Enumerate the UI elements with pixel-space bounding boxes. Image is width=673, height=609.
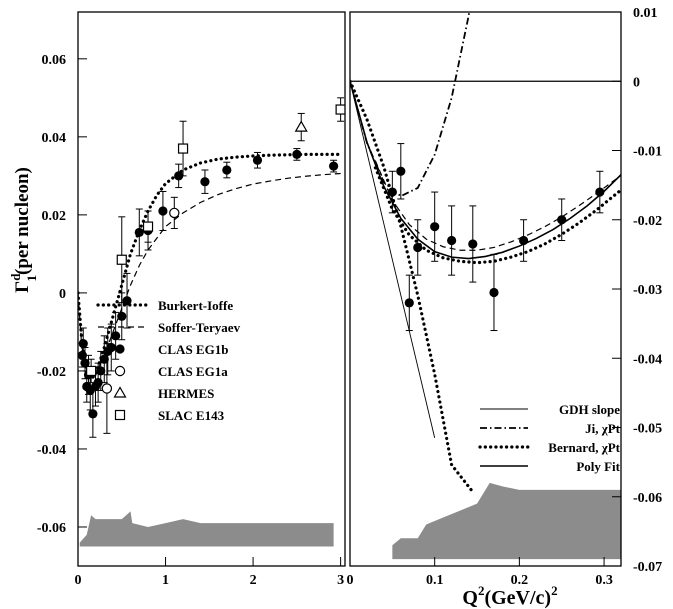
left-y-tick-label-3: 0 bbox=[59, 287, 66, 302]
left-point-2-19 bbox=[174, 171, 184, 181]
left-curve-1 bbox=[78, 172, 341, 380]
right-plot-area bbox=[350, 12, 621, 560]
right-curve-0 bbox=[350, 81, 436, 438]
left-point-5-0 bbox=[86, 365, 97, 377]
left-point-5-1 bbox=[116, 254, 127, 265]
right-y-tick-label-2: -0.01 bbox=[633, 145, 662, 160]
right-x-tick-label-2: 0.2 bbox=[511, 573, 529, 588]
left-point-2-23 bbox=[292, 149, 302, 160]
right-y-tick-label-4: -0.03 bbox=[633, 283, 662, 298]
right-point-6-3 bbox=[413, 242, 423, 253]
left-point-2-14 bbox=[117, 311, 127, 321]
right-panel: 0.01 0 -0.01 -0.02 -0.03 -0.04 -0.05 -0.06 -0.07… bbox=[347, 6, 663, 588]
right-y-tick-label-3: -0.02 bbox=[633, 214, 662, 229]
left-y-tick-label-5: -0.04 bbox=[37, 443, 66, 458]
right-point-6-7 bbox=[489, 287, 499, 298]
right-frame bbox=[349, 11, 622, 567]
left-legend-marker-4 bbox=[113, 386, 127, 398]
right-legend-label-2: Bernard, χPt bbox=[548, 440, 620, 455]
left-x-tick-label-0: 0 bbox=[75, 573, 82, 588]
right-curve-3 bbox=[350, 81, 621, 260]
left-legend-label-3: CLAS EG1a bbox=[158, 364, 228, 379]
left-legend-label-1: Soffer-Teryaev bbox=[158, 320, 241, 335]
left-point-2-24 bbox=[329, 161, 339, 171]
left-point-2-18 bbox=[158, 206, 168, 216]
right-curve-1 bbox=[350, 12, 471, 198]
right-legend-label-1: Ji, χPt bbox=[585, 421, 621, 436]
left-point-3-1 bbox=[169, 207, 180, 219]
left-legend-label-0: Burkert-Ioffe bbox=[158, 298, 233, 313]
left-systematic-band bbox=[79, 511, 334, 547]
left-legend-marker-2 bbox=[115, 344, 125, 354]
left-legend-label-5: SLAC E143 bbox=[158, 408, 225, 423]
right-x-tick-label-0: 0 bbox=[347, 573, 354, 588]
left-y-tick-label-1: 0.04 bbox=[42, 131, 67, 146]
right-y-tick-label-8: -0.07 bbox=[633, 560, 662, 575]
left-plot-area bbox=[78, 97, 345, 547]
left-y-tick-label-6: -0.06 bbox=[37, 521, 66, 536]
left-y-tick-label-0: 0.06 bbox=[42, 53, 67, 68]
left-point-2-21 bbox=[222, 165, 232, 175]
right-point-6-4 bbox=[430, 222, 440, 232]
left-point-2-1 bbox=[78, 339, 88, 349]
left-legend-label-4: HERMES bbox=[158, 386, 214, 401]
right-curve-5 bbox=[373, 166, 621, 265]
left-panel: 0.06 0.04 0.02 0 -0.02 -0.04 -0.06 0 1 2 3 Burkert-… bbox=[37, 11, 346, 588]
right-y-tick-label-7: -0.06 bbox=[633, 491, 662, 506]
right-y-tick-label-1: 0 bbox=[633, 75, 640, 90]
left-point-4-0 bbox=[294, 120, 308, 132]
right-point-6-1 bbox=[396, 166, 406, 176]
right-point-6-5 bbox=[447, 235, 457, 246]
left-point-5-3 bbox=[177, 143, 189, 154]
left-frame bbox=[77, 11, 346, 567]
right-point-6-6 bbox=[468, 239, 478, 249]
left-point-2-20 bbox=[200, 177, 210, 187]
left-x-tick-label-2: 2 bbox=[250, 573, 257, 588]
left-point-2-12 bbox=[106, 342, 116, 353]
right-x-tick-label-3: 0.3 bbox=[595, 573, 613, 588]
left-legend-marker-5 bbox=[114, 409, 126, 421]
left-y-tick-label-2: 0.02 bbox=[42, 209, 67, 224]
right-point-6-8 bbox=[519, 235, 529, 246]
left-x-tick-label-3: 3 bbox=[337, 573, 344, 588]
left-legend-marker-3 bbox=[114, 365, 126, 377]
right-legend-label-3: Poly Fit bbox=[576, 459, 620, 474]
right-point-6-9 bbox=[557, 215, 567, 225]
right-y-tick-label-0: 0.01 bbox=[633, 6, 658, 21]
left-point-2-22 bbox=[252, 155, 263, 165]
left-point-3-0 bbox=[101, 383, 113, 394]
right-curve-2 bbox=[350, 79, 475, 494]
right-point-6-2 bbox=[404, 298, 414, 308]
right-y-tick-label-5: -0.04 bbox=[633, 352, 662, 367]
left-point-2-9 bbox=[96, 366, 106, 376]
right-x-axis-label: Q2(GeV/c)2 bbox=[462, 583, 557, 609]
right-point-6-0 bbox=[387, 187, 397, 197]
left-y-axis-label: Γd1(per nucleon) bbox=[8, 167, 39, 293]
left-point-2-6 bbox=[88, 409, 98, 419]
left-y-tick-label-4: -0.02 bbox=[37, 365, 66, 380]
left-legend-label-2: CLAS EG1b bbox=[158, 342, 228, 357]
right-point-6-10 bbox=[595, 187, 605, 197]
right-x-tick-label-1: 0.1 bbox=[426, 573, 444, 588]
right-legend-label-0: GDH slope bbox=[559, 402, 620, 417]
right-systematic-band bbox=[392, 482, 621, 560]
right-y-tick-label-6: -0.05 bbox=[633, 422, 662, 437]
left-point-5-2 bbox=[142, 221, 154, 232]
left-point-2-2 bbox=[80, 358, 90, 368]
left-x-tick-label-1: 1 bbox=[162, 573, 169, 588]
left-point-2-16 bbox=[134, 227, 144, 238]
left-point-2-13 bbox=[111, 331, 121, 341]
left-point-5-4 bbox=[335, 104, 345, 115]
